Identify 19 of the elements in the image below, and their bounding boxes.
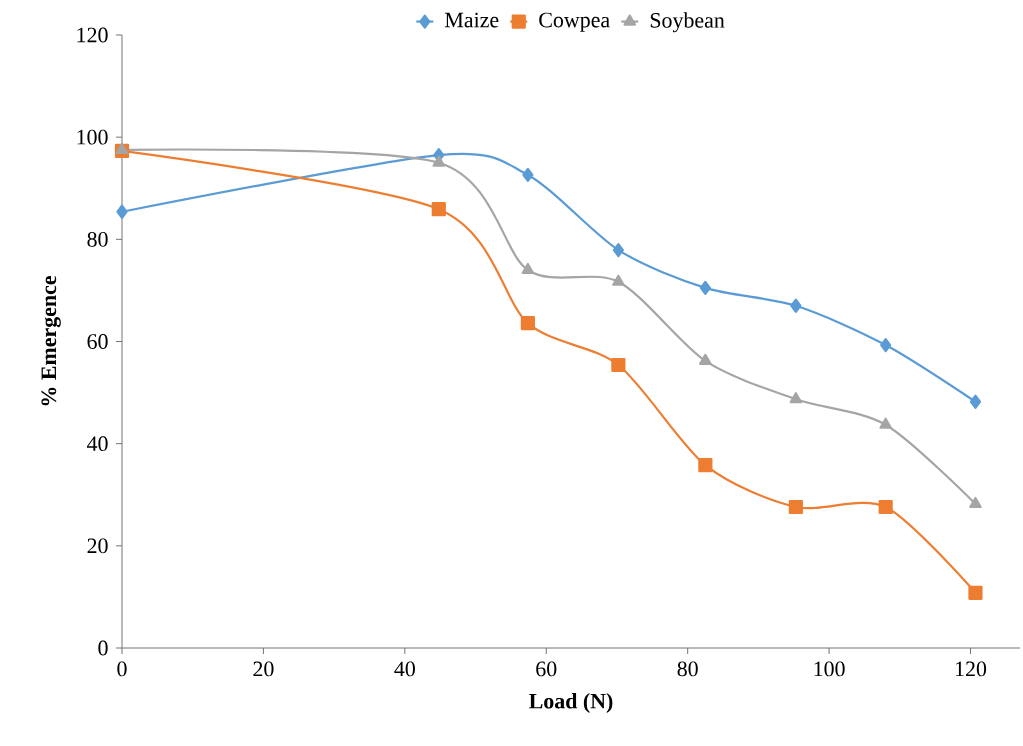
legend-label: Cowpea xyxy=(539,12,610,32)
y-tick-label: 60 xyxy=(87,334,108,349)
legend-label: Maize xyxy=(445,12,499,28)
x-axis-title: Load (N) xyxy=(529,693,613,713)
y-tick-label: 80 xyxy=(87,231,108,247)
y-axis-title: % Emergence xyxy=(41,276,61,406)
y-tick-label: 40 xyxy=(87,436,108,452)
x-tick-label: 0 xyxy=(117,661,127,677)
y-tick-label: 0 xyxy=(98,640,108,656)
y-tick-label: 120 xyxy=(77,27,108,43)
x-tick-label: 120 xyxy=(956,661,987,677)
y-tick-label: 20 xyxy=(87,538,108,554)
y-tick-label: 100 xyxy=(77,129,108,145)
x-tick-label: 100 xyxy=(814,661,845,677)
x-tick-label: 40 xyxy=(394,661,415,677)
x-tick-label: 80 xyxy=(677,661,698,677)
x-tick-label: 20 xyxy=(253,661,274,677)
legend-label: Soybean xyxy=(650,12,725,33)
x-tick-label: 60 xyxy=(536,661,557,677)
